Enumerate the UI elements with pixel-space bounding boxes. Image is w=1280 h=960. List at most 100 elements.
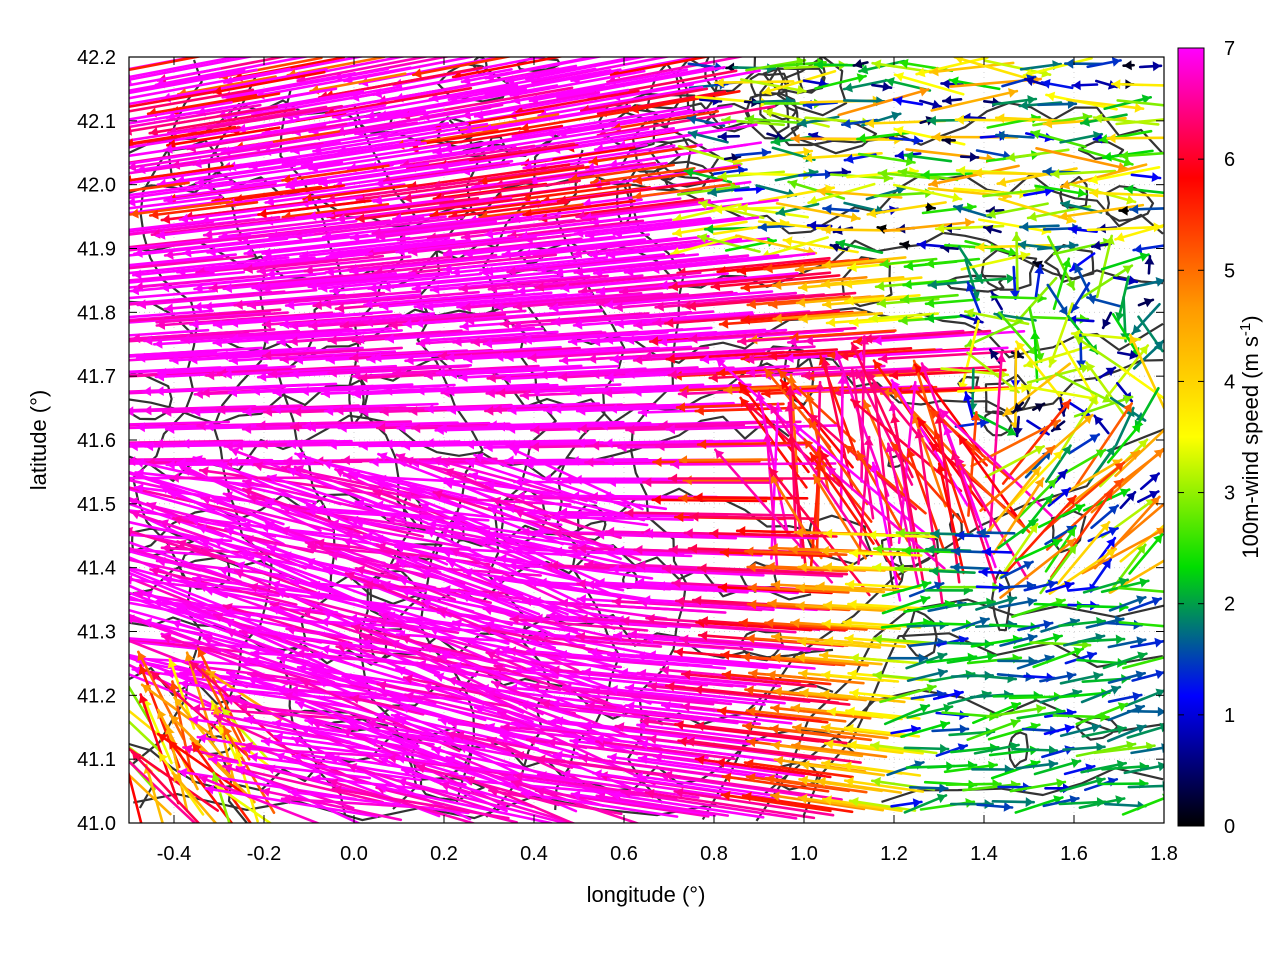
wind-vector (242, 478, 385, 515)
wind-vector (256, 420, 413, 431)
wind-vector (924, 298, 981, 309)
wind-vector (816, 776, 903, 794)
wind-vector (856, 450, 910, 543)
wind-vector (966, 718, 1021, 742)
wind-vector (129, 471, 285, 526)
wind-vector (941, 95, 963, 106)
wind-vector (129, 141, 274, 165)
wind-vector (171, 771, 218, 823)
wind-vector (1107, 691, 1143, 704)
wind-vector (847, 740, 924, 755)
wind-vector (164, 724, 189, 813)
wind-vector (972, 167, 1055, 178)
wind-vector (644, 788, 816, 820)
wind-vector (999, 560, 1034, 579)
wind-vector (264, 183, 406, 207)
wind-vector (213, 714, 363, 784)
wind-vector (608, 684, 766, 706)
wind-vector (1071, 80, 1099, 91)
wind-vector (1045, 478, 1124, 551)
wind-vector (1078, 795, 1126, 810)
wind-vector (821, 795, 903, 813)
wind-vector (248, 752, 422, 782)
wind-vector (769, 403, 873, 557)
wind-vector (222, 271, 398, 294)
y-tick-label: 42.2 (77, 47, 116, 69)
wind-vector (707, 186, 750, 197)
wind-vector (1064, 651, 1098, 665)
wind-vector (976, 527, 1016, 538)
wind-vector (1058, 203, 1145, 221)
wind-vector (900, 720, 951, 739)
wind-vector (925, 202, 937, 213)
wind-vector (710, 274, 841, 292)
wind-vector (669, 459, 837, 470)
wind-vector (765, 670, 865, 685)
wind-vector (447, 364, 620, 380)
wind-vector (605, 237, 770, 260)
wind-vector (133, 233, 314, 258)
wind-vector (794, 259, 891, 275)
wind-vector (400, 767, 534, 808)
wind-vector (589, 366, 735, 380)
wind-vector (1074, 402, 1133, 489)
wind-vector (762, 432, 779, 567)
wind-vector (1124, 688, 1164, 708)
wind-vector (1037, 99, 1078, 109)
wind-vector (689, 511, 815, 522)
wind-vector (951, 616, 990, 632)
wind-vector (129, 773, 172, 816)
wind-vector (658, 271, 799, 291)
wind-vector (849, 653, 919, 665)
wind-vector (755, 391, 789, 535)
contour-line (1044, 243, 1095, 284)
wind-vector (129, 90, 219, 109)
wind-vector (256, 255, 412, 276)
wind-vector (603, 438, 770, 449)
wind-vector (661, 563, 844, 578)
wind-vector (744, 114, 806, 125)
wind-vector (1107, 670, 1146, 684)
wind-vector (1112, 275, 1139, 286)
wind-vector (1005, 148, 1070, 163)
wind-vector (129, 308, 282, 323)
wind-vector (464, 776, 576, 823)
wind-vector (279, 312, 436, 330)
wind-vector (1066, 98, 1145, 113)
wind-vector (129, 478, 202, 497)
wind-vector (997, 518, 1039, 550)
wind-vector (935, 743, 969, 758)
wind-vector (129, 178, 265, 200)
wind-vector (973, 741, 1020, 755)
wind-vector (208, 272, 378, 293)
y-tick-label: 41.2 (77, 685, 116, 707)
wind-vector (129, 214, 251, 232)
wind-vector (744, 685, 849, 702)
wind-vector (1096, 536, 1117, 563)
wind-vector (530, 383, 705, 397)
wind-vector (966, 281, 982, 315)
wind-vector (477, 165, 590, 187)
colorbar-tick-label: 6 (1224, 149, 1235, 171)
wind-vector (905, 652, 948, 670)
wind-vector (1101, 311, 1113, 330)
wind-vector (655, 441, 810, 452)
wind-vector (737, 203, 810, 219)
wind-vector (1069, 433, 1101, 454)
wind-vector (1123, 761, 1164, 775)
wind-vector (871, 81, 893, 92)
wind-vector (592, 254, 780, 278)
wind-vector (260, 736, 403, 759)
wind-vector (603, 290, 774, 310)
wind-vector (868, 312, 940, 323)
wind-vector (892, 183, 963, 203)
wind-vector (1067, 224, 1098, 235)
wind-vector (1085, 361, 1126, 417)
wind-vector (129, 120, 296, 149)
wind-vector (819, 545, 909, 556)
wind-vector (1102, 651, 1148, 670)
wind-vector (129, 181, 190, 193)
wind-vector (376, 680, 517, 709)
wind-vector (1108, 595, 1147, 612)
wind-vector (738, 618, 849, 632)
